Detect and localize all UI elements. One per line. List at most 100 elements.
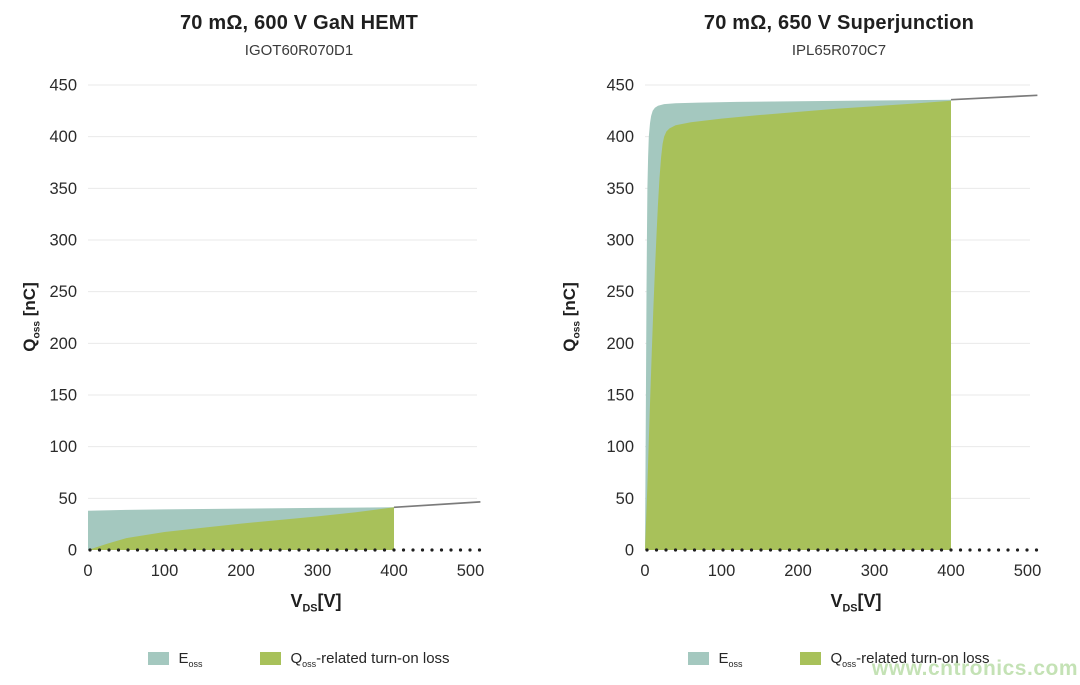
x-tick-labels: 0 100 200 300 400 500 [640, 562, 1041, 580]
axis-dot [468, 548, 472, 552]
axis-dot [354, 548, 358, 552]
legend: Eoss Qoss-related turn-on loss [602, 650, 1076, 669]
axis-dot [126, 548, 130, 552]
y-tick-label: 200 [606, 335, 634, 353]
axis-dot [987, 548, 991, 552]
axis-dot [316, 548, 320, 552]
axis-dot [806, 548, 811, 552]
x-tick-label: 200 [784, 562, 812, 580]
label-text: Q [290, 650, 303, 667]
subscript-text: oss [302, 659, 317, 669]
y-tick-label: 450 [49, 77, 77, 95]
chart-title: 70 mΩ, 600 V GaN HEMT [179, 12, 419, 34]
axis-dot [287, 548, 292, 552]
axis-dot [202, 548, 206, 552]
axis-dot [449, 548, 453, 552]
x-tick-label: 0 [640, 562, 649, 580]
x-axis-label: VDS[V] [830, 591, 882, 614]
legend-label: Qoss-related turn-on loss [290, 650, 450, 669]
chart-subtitle-part-number: IPL65R070C7 [791, 42, 887, 59]
axis-dot [1006, 548, 1010, 552]
axis-dot [730, 548, 735, 552]
legend: Eoss Qoss-related turn-on loss [62, 650, 536, 669]
axis-dot [164, 548, 168, 552]
y-tick-labels: 0 50 100 150 200 250 300 350 400 450 [606, 77, 634, 560]
y-tick-label: 400 [49, 128, 77, 146]
axis-dot [977, 548, 982, 552]
axis-dot [882, 548, 887, 552]
axis-dot [645, 548, 649, 552]
legend-item: Eoss [688, 650, 743, 669]
axis-dot [183, 548, 187, 552]
axis-dot [654, 548, 659, 552]
legend-item: Qoss-related turn-on loss [260, 650, 450, 669]
x-axis-dotted-line [645, 548, 1039, 552]
chart-title: 70 mΩ, 650 V Superjunction [703, 12, 975, 34]
y-tick-label: 0 [68, 542, 77, 560]
axis-dot [401, 548, 406, 552]
x-axis-label: VDS[V] [290, 591, 342, 615]
axis-dot [154, 548, 159, 552]
turn-on-loss-area [645, 100, 951, 550]
label-text: [V] [857, 591, 882, 611]
y-tick-label: 300 [49, 232, 77, 250]
x-tick-label: 500 [1014, 562, 1042, 580]
legend-label: Qoss-related turn-on loss [830, 650, 989, 669]
y-tick-label: 250 [49, 283, 77, 301]
x-tick-label: 300 [861, 562, 889, 580]
axis-dot [901, 548, 906, 552]
axis-dot [996, 548, 1001, 552]
axis-dot [344, 548, 349, 552]
plot-area: 0 50 100 150 200 250 300 350 400 450 0 100 200 300 400… [49, 77, 484, 581]
axis-dot [1034, 548, 1039, 552]
axis-dot [211, 548, 216, 552]
axis-dot [949, 548, 953, 552]
turn-on-loss-area [88, 507, 394, 550]
axis-dot [192, 548, 197, 552]
subscript-text: oss [728, 659, 743, 669]
x-tick-label: 100 [708, 562, 736, 580]
legend-item: Eoss [148, 650, 203, 669]
axis-dot [787, 548, 792, 552]
plot-area: 0 50 100 150 200 250 300 350 400 450 0 100 200 300 400… [606, 77, 1041, 581]
x-axis-dotted-line [88, 548, 482, 552]
axis-dot [325, 548, 330, 552]
subscript-text: DS [302, 602, 318, 615]
axis-dot [145, 548, 149, 552]
y-tick-label: 450 [606, 77, 634, 95]
label-text: E [718, 650, 729, 667]
axis-dot [930, 548, 934, 552]
x-tick-label: 100 [151, 562, 179, 580]
label-text: -related turn-on loss [316, 650, 450, 667]
axis-dot [692, 548, 697, 552]
y-tick-label: 100 [49, 438, 77, 456]
y-tick-label: 50 [59, 490, 77, 508]
axis-dot [749, 548, 754, 552]
legend-item: Qoss-related turn-on loss [800, 650, 990, 669]
axis-dot [221, 548, 225, 552]
axis-dot [420, 548, 425, 552]
axis-dot [835, 548, 839, 552]
label-text: [V] [317, 591, 342, 611]
y-tick-label: 150 [49, 387, 77, 405]
axis-dot [173, 548, 178, 552]
axis-dot [107, 548, 111, 552]
axis-dot [664, 548, 668, 552]
axis-dot [363, 548, 368, 552]
chart-header: 70 mΩ, 600 V GaN HEMT IGOT60R070D1 [62, 12, 536, 59]
legend-label: Eoss [178, 650, 203, 669]
axis-dot [88, 548, 92, 552]
subscript-text: oss [188, 659, 203, 669]
axis-dot [968, 548, 972, 552]
axis-dot [268, 548, 273, 552]
x-tick-labels: 0 100 200 300 400 500 [83, 562, 484, 580]
axis-dot [711, 548, 716, 552]
x-tick-label: 400 [937, 562, 965, 580]
axis-dot [844, 548, 849, 552]
axis-dot [259, 548, 263, 552]
axis-dot [1015, 548, 1020, 552]
axis-dot [863, 548, 868, 552]
y-tick-label: 150 [606, 387, 634, 405]
axis-dot [249, 548, 254, 552]
